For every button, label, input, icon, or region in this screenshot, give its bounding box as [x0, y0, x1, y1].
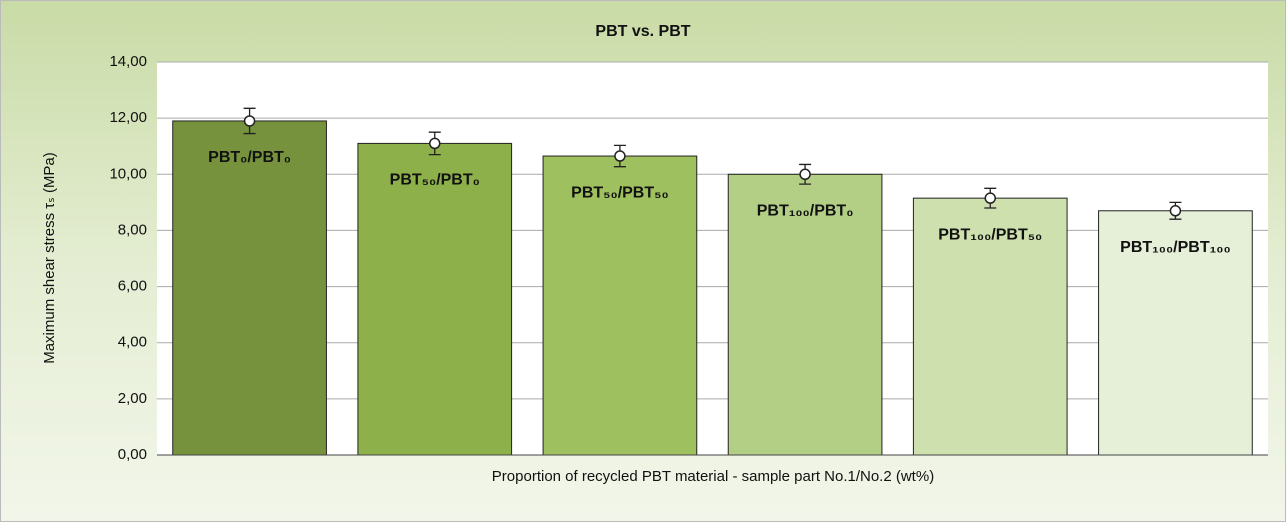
bar-label: PBT₁₀₀/PBT₀	[757, 203, 854, 220]
y-tick-label: 6,00	[118, 278, 147, 295]
x-axis-label: Proportion of recycled PBT material - sa…	[492, 468, 934, 485]
bar-label: PBT₁₀₀/PBT₁₀₀	[1120, 239, 1231, 256]
y-tick-label: 2,00	[118, 390, 147, 407]
bar-label: PBT₁₀₀/PBT₅₀	[938, 226, 1042, 243]
y-tick-label: 10,00	[109, 165, 147, 182]
bar	[727, 173, 883, 456]
bar-label: PBT₅₀/PBT₀	[390, 172, 480, 189]
y-axis-label: Maximum shear stress τₛ (MPa)	[41, 152, 58, 364]
bar	[912, 197, 1068, 456]
bar	[1098, 210, 1253, 456]
point-marker	[799, 168, 811, 181]
y-tick-label: 0,00	[118, 446, 147, 463]
y-tick-label: 14,00	[109, 53, 147, 70]
point-marker	[243, 115, 256, 127]
chart-title: PBT vs. PBT	[595, 23, 690, 40]
bar	[172, 120, 327, 456]
bar	[357, 142, 513, 456]
y-tick-label: 12,00	[109, 109, 147, 126]
point-marker	[1169, 205, 1182, 217]
bar-label: PBT₅₀/PBT₅₀	[571, 184, 669, 201]
bar	[542, 155, 698, 456]
point-marker	[984, 192, 996, 204]
bar-label: PBT₀/PBT₀	[208, 149, 291, 166]
y-tick-label: 8,00	[118, 221, 147, 238]
plot-area	[157, 62, 1268, 455]
point-marker	[614, 150, 626, 162]
point-marker	[429, 137, 441, 150]
y-tick-label: 4,00	[118, 334, 147, 351]
